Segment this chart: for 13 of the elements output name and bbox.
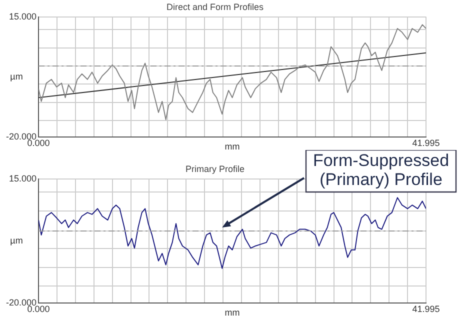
y-axis-title: µm	[10, 71, 23, 82]
x-axis-title: mm	[224, 142, 240, 152]
chart-title: Primary Profile	[185, 164, 245, 174]
x-tick-label: 0.000	[27, 138, 50, 148]
chart-title: Direct and Form Profiles	[166, 2, 264, 12]
y-tick-label: 15.000	[8, 11, 37, 22]
x-tick-label: 41.995	[412, 304, 440, 314]
annotation: Form-Suppressed (Primary) Profile	[312, 151, 450, 190]
x-tick-label: 0.000	[27, 304, 50, 314]
y-axis-title: µm	[10, 235, 23, 246]
x-tick-label: 41.995	[412, 138, 440, 148]
y-tick-label: 15.000	[8, 173, 37, 184]
x-axis-title: mm	[224, 308, 240, 316]
